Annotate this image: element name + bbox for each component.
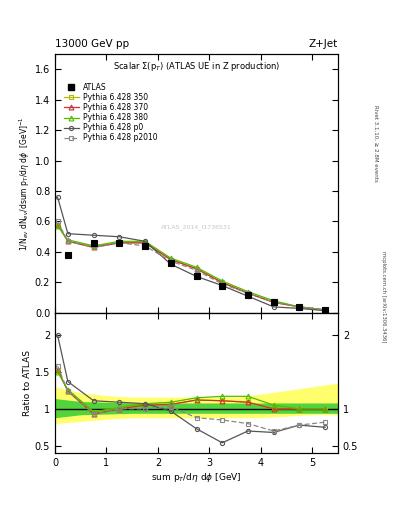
X-axis label: sum p$_T$/d$\eta$ d$\phi$ [GeV]: sum p$_T$/d$\eta$ d$\phi$ [GeV] <box>151 471 242 484</box>
Pythia 6.428 370 <box>143 240 147 246</box>
Pythia 6.428 380 <box>143 238 147 244</box>
Pythia 6.428 p0 <box>143 238 147 244</box>
Pythia 6.428 370 <box>194 266 199 272</box>
Pythia 6.428 350 <box>169 257 173 263</box>
Text: ATLAS_2014_I1736531: ATLAS_2014_I1736531 <box>161 225 232 230</box>
Text: Scalar $\Sigma$(p$_T$) (ATLAS UE in Z production): Scalar $\Sigma$(p$_T$) (ATLAS UE in Z pr… <box>113 60 280 73</box>
Pythia 6.428 p0 <box>91 232 96 238</box>
Pythia 6.428 p2010 <box>66 238 70 244</box>
Pythia 6.428 p0 <box>323 308 327 314</box>
Pythia 6.428 370 <box>220 280 224 286</box>
Y-axis label: Ratio to ATLAS: Ratio to ATLAS <box>23 350 32 416</box>
Line: Pythia 6.428 370: Pythia 6.428 370 <box>55 222 327 312</box>
Text: mcplots.cern.ch [arXiv:1306.3436]: mcplots.cern.ch [arXiv:1306.3436] <box>381 251 386 343</box>
Pythia 6.428 p2010 <box>91 244 96 250</box>
Pythia 6.428 350 <box>297 304 302 310</box>
Line: Pythia 6.428 p0: Pythia 6.428 p0 <box>55 195 327 313</box>
Pythia 6.428 370 <box>117 240 122 246</box>
Pythia 6.428 380 <box>55 223 60 229</box>
ATLAS <box>117 240 122 246</box>
Pythia 6.428 380 <box>246 289 250 295</box>
Line: Pythia 6.428 380: Pythia 6.428 380 <box>55 224 327 312</box>
Pythia 6.428 350 <box>323 307 327 313</box>
ATLAS <box>246 292 250 298</box>
Pythia 6.428 380 <box>297 304 302 310</box>
Text: Z+Jet: Z+Jet <box>309 38 338 49</box>
Y-axis label: 1/N$_{ev}$ dN$_{ev}$/dsum p$_T$/d$\eta$ d$\phi$  [GeV]$^{-1}$: 1/N$_{ev}$ dN$_{ev}$/dsum p$_T$/d$\eta$ … <box>18 116 32 251</box>
Pythia 6.428 p0 <box>55 194 60 200</box>
Line: ATLAS: ATLAS <box>65 240 328 313</box>
Pythia 6.428 370 <box>323 307 327 313</box>
ATLAS <box>143 243 147 249</box>
Pythia 6.428 380 <box>169 255 173 261</box>
Pythia 6.428 370 <box>55 222 60 228</box>
Pythia 6.428 p0 <box>246 293 250 300</box>
ATLAS <box>323 307 327 313</box>
ATLAS <box>66 252 70 258</box>
Pythia 6.428 p0 <box>194 273 199 280</box>
Pythia 6.428 p2010 <box>117 240 122 246</box>
Line: Pythia 6.428 p2010: Pythia 6.428 p2010 <box>55 220 327 312</box>
Text: Rivet 3.1.10, ≥ 2.8M events: Rivet 3.1.10, ≥ 2.8M events <box>373 105 378 182</box>
Pythia 6.428 370 <box>66 238 70 244</box>
Pythia 6.428 350 <box>55 222 60 228</box>
Pythia 6.428 p0 <box>271 304 276 310</box>
Pythia 6.428 350 <box>143 240 147 246</box>
Pythia 6.428 p0 <box>297 305 302 311</box>
ATLAS <box>297 304 302 310</box>
ATLAS <box>220 283 224 289</box>
ATLAS <box>194 273 199 280</box>
ATLAS <box>169 260 173 266</box>
Pythia 6.428 p2010 <box>143 243 147 249</box>
Pythia 6.428 370 <box>297 304 302 310</box>
Pythia 6.428 370 <box>271 299 276 305</box>
Pythia 6.428 350 <box>271 299 276 305</box>
Pythia 6.428 p0 <box>169 261 173 267</box>
Pythia 6.428 380 <box>271 297 276 304</box>
Pythia 6.428 380 <box>194 264 199 270</box>
Pythia 6.428 350 <box>194 266 199 272</box>
Pythia 6.428 p2010 <box>194 267 199 273</box>
Line: Pythia 6.428 350: Pythia 6.428 350 <box>55 223 327 312</box>
Pythia 6.428 p0 <box>220 283 224 289</box>
ATLAS <box>91 240 96 246</box>
Pythia 6.428 p0 <box>117 233 122 240</box>
Pythia 6.428 350 <box>66 238 70 244</box>
Pythia 6.428 380 <box>66 237 70 243</box>
Pythia 6.428 350 <box>117 240 122 246</box>
Pythia 6.428 380 <box>117 238 122 244</box>
Pythia 6.428 370 <box>246 290 250 296</box>
Pythia 6.428 350 <box>91 243 96 249</box>
Pythia 6.428 380 <box>220 278 224 284</box>
Pythia 6.428 p2010 <box>55 219 60 225</box>
Pythia 6.428 350 <box>246 290 250 296</box>
Pythia 6.428 p2010 <box>297 304 302 310</box>
Pythia 6.428 380 <box>91 243 96 249</box>
Pythia 6.428 p2010 <box>271 299 276 305</box>
Text: 13000 GeV pp: 13000 GeV pp <box>55 38 129 49</box>
Pythia 6.428 p2010 <box>246 290 250 296</box>
Pythia 6.428 380 <box>323 307 327 313</box>
Pythia 6.428 p2010 <box>220 281 224 287</box>
Pythia 6.428 370 <box>91 244 96 250</box>
Pythia 6.428 p0 <box>66 230 70 237</box>
Pythia 6.428 p2010 <box>169 258 173 264</box>
Pythia 6.428 p2010 <box>323 307 327 313</box>
Pythia 6.428 350 <box>220 280 224 286</box>
Legend: ATLAS, Pythia 6.428 350, Pythia 6.428 370, Pythia 6.428 380, Pythia 6.428 p0, Py: ATLAS, Pythia 6.428 350, Pythia 6.428 37… <box>61 80 160 145</box>
Pythia 6.428 370 <box>169 257 173 263</box>
ATLAS <box>271 299 276 305</box>
